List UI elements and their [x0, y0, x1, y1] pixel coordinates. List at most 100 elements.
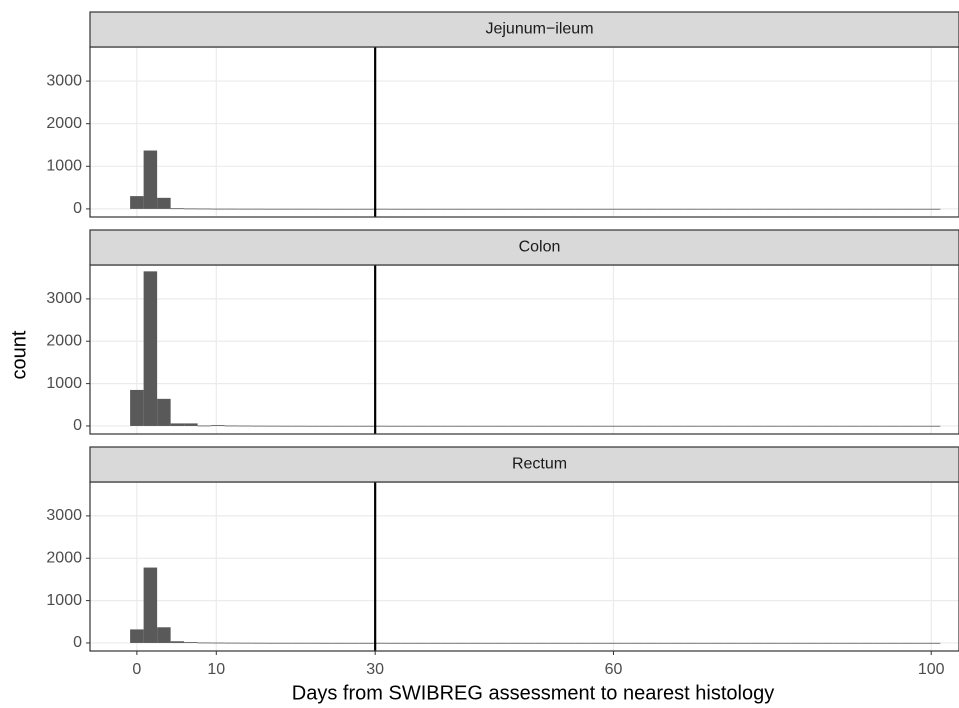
bar	[886, 642, 900, 644]
y-tick-label: 3000	[46, 290, 82, 307]
bar	[359, 425, 374, 427]
bar	[170, 208, 185, 210]
bar	[427, 642, 441, 644]
bar	[764, 208, 779, 210]
bar	[332, 425, 347, 427]
x-tick-label: 100	[918, 661, 945, 678]
bar	[278, 425, 293, 427]
bar	[859, 208, 873, 210]
bar	[602, 425, 617, 427]
bar	[670, 425, 684, 427]
bar	[332, 642, 347, 644]
bar	[778, 208, 792, 210]
y-tick-label: 1000	[46, 375, 82, 392]
bar	[616, 642, 630, 644]
bar	[818, 642, 833, 644]
bar	[319, 208, 333, 210]
bar	[548, 425, 563, 427]
bar	[143, 150, 158, 209]
bar	[859, 425, 873, 427]
bar	[305, 208, 320, 210]
bar	[562, 425, 576, 427]
bar	[791, 642, 806, 644]
bar	[508, 642, 522, 644]
bar	[157, 197, 171, 209]
bar	[224, 642, 239, 644]
bar	[751, 425, 765, 427]
panel-background	[90, 47, 959, 217]
bar	[265, 208, 279, 210]
bar	[886, 425, 900, 427]
bar	[656, 642, 671, 644]
y-tick-label: 2000	[46, 115, 82, 132]
bar	[359, 208, 374, 210]
bar	[535, 208, 549, 210]
bar	[832, 208, 846, 210]
bar	[130, 196, 144, 209]
bar	[130, 629, 144, 643]
bar	[764, 642, 779, 644]
y-tick-label: 0	[73, 200, 82, 217]
bar	[494, 425, 509, 427]
bar	[751, 642, 765, 644]
bar	[521, 208, 536, 210]
bar	[629, 642, 644, 644]
bar	[467, 208, 482, 210]
bar	[454, 208, 468, 210]
bar	[157, 627, 171, 643]
bar	[319, 425, 333, 427]
x-tick-label: 0	[132, 661, 141, 678]
bar	[791, 208, 806, 210]
bar	[143, 567, 158, 643]
bar	[130, 389, 144, 426]
bar	[845, 425, 860, 427]
bar	[413, 642, 428, 644]
bar	[197, 425, 212, 427]
bar	[805, 425, 819, 427]
bar	[791, 425, 806, 427]
bar	[292, 208, 306, 210]
bar	[602, 642, 617, 644]
strip-label: Colon	[519, 239, 561, 256]
bar	[373, 425, 387, 427]
bar	[913, 642, 927, 644]
bar	[278, 208, 293, 210]
strip-label: Jejunum−ileum	[485, 21, 593, 38]
y-tick-label: 0	[73, 634, 82, 651]
bar	[832, 425, 846, 427]
x-axis-label: Days from SWIBREG assessment to nearest …	[292, 682, 774, 704]
bar	[373, 208, 387, 210]
bar	[346, 642, 360, 644]
bar	[508, 208, 522, 210]
bar	[521, 642, 536, 644]
bar	[386, 208, 401, 210]
bar	[224, 425, 239, 427]
bar	[602, 208, 617, 210]
bar	[859, 642, 873, 644]
panel-background	[90, 265, 959, 434]
bar	[400, 425, 414, 427]
bar	[832, 642, 846, 644]
bar	[467, 425, 482, 427]
bar	[400, 642, 414, 644]
bar	[346, 208, 360, 210]
bar	[710, 208, 725, 210]
bar	[251, 425, 266, 427]
bar	[319, 642, 333, 644]
bar	[656, 425, 671, 427]
bar	[278, 642, 293, 644]
bar	[157, 398, 171, 426]
bar	[359, 642, 374, 644]
bar	[670, 642, 684, 644]
bar	[400, 208, 414, 210]
bar	[373, 642, 387, 644]
bar	[386, 642, 401, 644]
bar	[440, 642, 455, 644]
bar	[589, 208, 603, 210]
bar	[670, 208, 684, 210]
bar	[737, 425, 752, 427]
bar	[913, 208, 927, 210]
bar	[197, 642, 212, 644]
